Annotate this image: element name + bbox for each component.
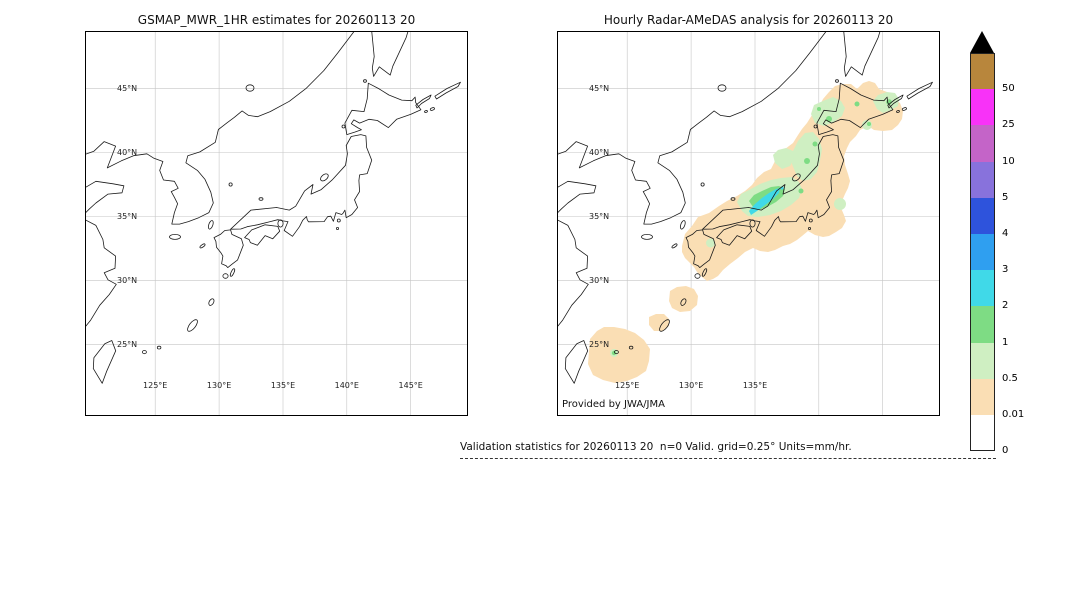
small-island — [169, 233, 181, 240]
small-island — [614, 350, 619, 355]
map-border — [85, 31, 468, 416]
small-island — [808, 218, 813, 223]
colorbar-label: 0.5 — [1002, 372, 1018, 384]
validation-caption: Validation statistics for 20260113 20 n=… — [460, 441, 996, 459]
small-island — [199, 243, 206, 249]
colorbar-segment — [970, 306, 995, 343]
small-island — [187, 319, 198, 332]
lat-tick-label: 35°N — [589, 212, 609, 221]
lat-tick-label: 45°N — [589, 84, 609, 93]
small-island — [363, 79, 367, 83]
small-island — [901, 107, 907, 111]
colorbar-segment — [970, 342, 995, 379]
small-island — [671, 243, 678, 249]
small-island — [701, 268, 708, 277]
lat-tick-label: 40°N — [589, 148, 609, 157]
colorbar: 50 25 10 5 4 3 2 1 0.5 0.01 0 — [970, 31, 1050, 461]
small-island — [680, 298, 687, 306]
small-island — [896, 110, 900, 113]
precipitation-shading — [588, 81, 903, 383]
small-island — [424, 110, 428, 113]
small-island — [429, 107, 435, 111]
small-island — [730, 197, 736, 201]
lon-tick-label: 140°E — [335, 381, 359, 390]
small-island — [835, 79, 839, 83]
data-credit: Provided by JWA/JMA — [562, 399, 665, 410]
radar-map-panel: 45°N 40°N 35°N 30°N 25°N 125°E 130°E 135°E Provi… — [557, 31, 940, 416]
small-island — [258, 197, 264, 201]
small-island — [228, 182, 233, 187]
small-island — [335, 226, 339, 230]
small-island — [792, 173, 801, 182]
small-island — [222, 273, 229, 279]
lon-tick-label: 130°E — [679, 381, 703, 390]
graticule — [85, 31, 468, 416]
small-island — [208, 298, 215, 306]
tick-labels: 45°N 40°N 35°N 30°N 25°N 125°E 130°E 135°E — [589, 84, 767, 390]
tick-labels: 45°N 40°N 35°N 30°N 25°N 125°E 130°E 135°E 140°E… — [117, 84, 423, 390]
colorbar-segment — [970, 161, 995, 198]
small-island — [207, 220, 214, 230]
left-panel-title: GSMAP_MWR_1HR estimates for 20260113 20 — [137, 13, 416, 27]
lon-tick-label: 135°E — [271, 381, 295, 390]
coastlines — [85, 31, 461, 384]
lon-tick-label: 135°E — [743, 381, 767, 390]
small-island — [156, 345, 162, 350]
coastlines — [557, 31, 933, 384]
colorbar-label: 5 — [1002, 191, 1009, 203]
small-island — [628, 345, 634, 350]
lat-tick-label: 30°N — [589, 276, 609, 285]
lon-tick-label: 125°E — [615, 381, 639, 390]
small-island — [341, 124, 346, 129]
lat-tick-label: 45°N — [117, 84, 137, 93]
colorbar-label: 3 — [1002, 264, 1009, 276]
colorbar-segment — [970, 125, 995, 162]
small-island — [807, 226, 811, 230]
small-island — [320, 173, 329, 182]
lon-tick-label: 125°E — [143, 381, 167, 390]
colorbar-segment — [970, 53, 995, 90]
small-island — [813, 124, 818, 129]
colorbar-segment — [970, 270, 995, 307]
small-island — [679, 220, 686, 230]
colorbar-segment — [970, 89, 995, 126]
small-island — [277, 219, 284, 228]
small-island — [641, 233, 653, 240]
colorbar-label: 2 — [1002, 300, 1009, 312]
gsmap-map-svg: 45°N 40°N 35°N 30°N 25°N 125°E 130°E 135°E 140°E… — [85, 31, 468, 416]
colorbar-segment — [970, 234, 995, 271]
lat-tick-label: 35°N — [117, 212, 137, 221]
colorbar-overflow-triangle — [970, 31, 994, 53]
small-island — [245, 84, 255, 92]
small-island — [229, 268, 236, 277]
colorbar-label: 0 — [1002, 445, 1009, 457]
map-border — [557, 31, 940, 416]
radar-map-svg: 45°N 40°N 35°N 30°N 25°N 125°E 130°E 135°E Provi… — [557, 31, 940, 416]
lat-tick-label: 40°N — [117, 148, 137, 157]
right-panel-title: Hourly Radar-AMeDAS analysis for 2026011… — [603, 13, 894, 27]
colorbar-label: 4 — [1002, 228, 1009, 239]
small-island — [142, 350, 147, 355]
lat-tick-label: 30°N — [117, 276, 137, 285]
small-island — [717, 84, 727, 92]
colorbar-segment — [970, 197, 995, 234]
small-island — [659, 319, 670, 332]
colorbar-segment — [970, 378, 995, 415]
small-island — [700, 182, 705, 187]
lon-tick-label: 130°E — [207, 381, 231, 390]
colorbar-label: 0.01 — [1002, 409, 1025, 420]
colorbar-label: 1 — [1002, 336, 1009, 348]
small-island — [749, 219, 756, 228]
colorbar-label: 10 — [1002, 155, 1015, 167]
colorbar-segment — [970, 415, 995, 452]
lat-tick-label: 25°N — [589, 340, 609, 349]
small-island — [694, 273, 701, 279]
lat-tick-label: 25°N — [117, 340, 137, 349]
gsmap-map-panel: 45°N 40°N 35°N 30°N 25°N 125°E 130°E 135°E 140°E… — [85, 31, 468, 416]
lon-tick-label: 145°E — [399, 381, 423, 390]
small-island — [336, 218, 341, 223]
colorbar-label: 50 — [1002, 83, 1015, 95]
colorbar-label: 25 — [1002, 119, 1015, 131]
